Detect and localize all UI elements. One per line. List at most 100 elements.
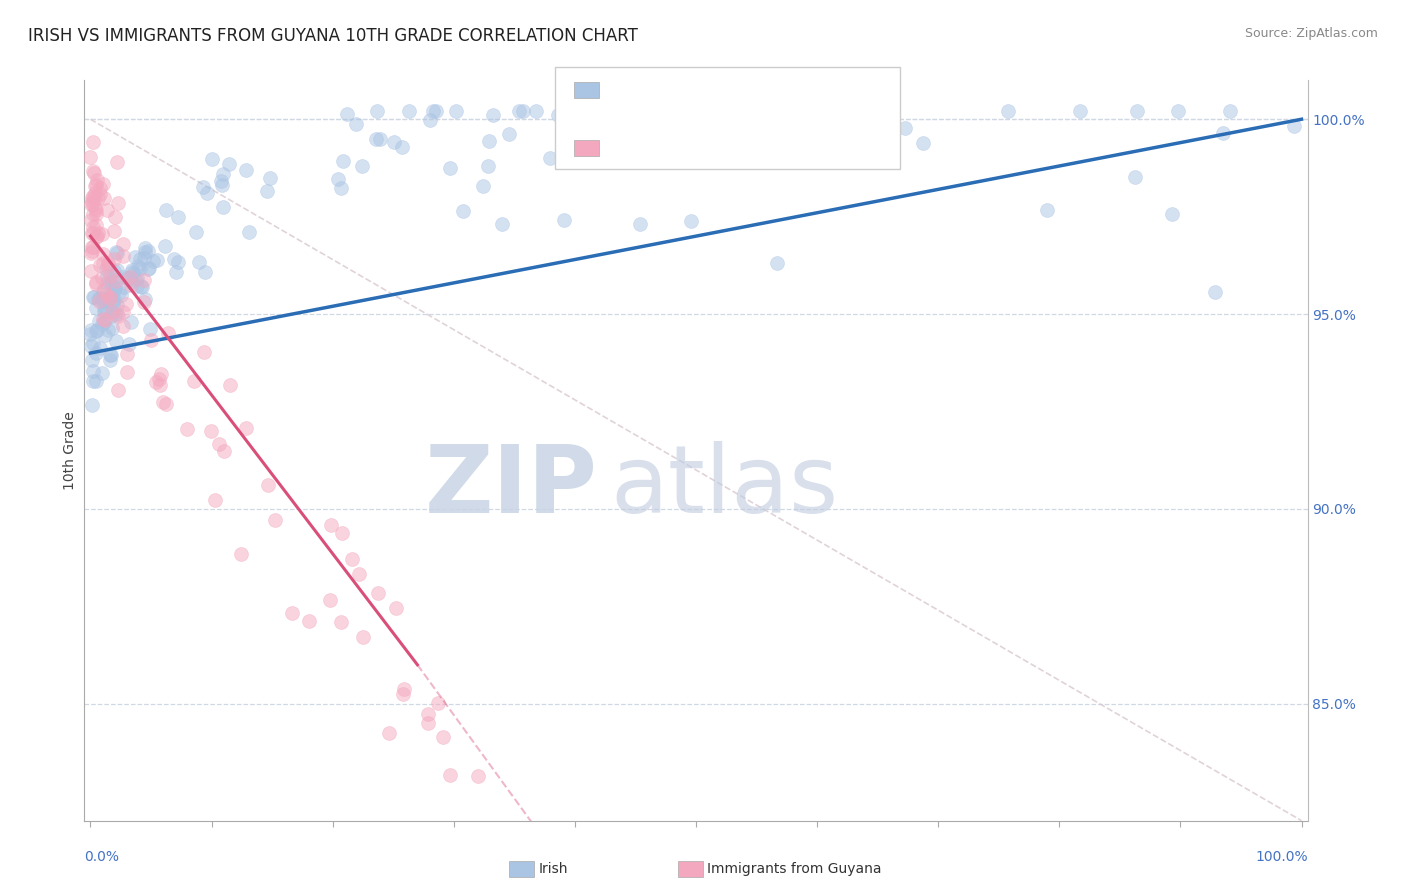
Point [352, 159, 374, 173]
Point [93, 305, 115, 319]
Point [93, 246, 115, 260]
Point [141, 333, 163, 347]
Point [118, 337, 141, 351]
Text: R =: R = [612, 78, 648, 94]
Point [107, 195, 129, 210]
Point [193, 344, 215, 359]
Point [132, 294, 155, 309]
Point [79, 150, 101, 164]
Point [418, 706, 440, 721]
Point [127, 271, 149, 285]
Point [121, 265, 143, 279]
Point [80, 338, 103, 352]
Point [347, 567, 370, 582]
Point [157, 326, 180, 340]
Point [87, 226, 110, 240]
Point [142, 254, 165, 268]
Point [96, 203, 118, 218]
Point [90, 317, 112, 331]
Point [82, 226, 104, 240]
Point [370, 132, 392, 146]
Point [82, 189, 104, 203]
Point [112, 270, 135, 285]
Point [100, 348, 122, 362]
Point [830, 104, 852, 119]
Point [112, 280, 135, 294]
Point [86, 292, 108, 306]
Point [80, 398, 103, 412]
Point [104, 274, 127, 288]
Point [82, 240, 104, 254]
Point [391, 139, 413, 153]
Point [93, 191, 115, 205]
Point [125, 279, 148, 293]
Point [482, 108, 505, 122]
Point [1212, 127, 1234, 141]
Point [281, 606, 304, 620]
Point [827, 121, 849, 136]
Point [194, 265, 217, 279]
Point [86, 173, 108, 187]
Point [183, 374, 205, 388]
Point [204, 492, 226, 507]
Point [79, 326, 101, 341]
Point [98, 290, 121, 304]
Point [120, 278, 142, 293]
Point [103, 285, 125, 300]
Point [103, 282, 125, 296]
Point [336, 107, 359, 121]
Point [364, 131, 387, 145]
Point [665, 104, 688, 119]
Point [1036, 202, 1059, 217]
Point [1069, 104, 1091, 119]
Point [184, 226, 207, 240]
Point [82, 198, 104, 212]
Point [893, 120, 915, 135]
Point [766, 256, 789, 270]
Point [86, 218, 108, 232]
Point [82, 335, 104, 350]
Point [321, 518, 343, 533]
Point [129, 278, 152, 293]
Point [103, 225, 125, 239]
Text: N =: N = [717, 136, 762, 152]
Text: Source: ZipAtlas.com: Source: ZipAtlas.com [1244, 27, 1378, 40]
Point [82, 352, 104, 367]
Point [585, 104, 607, 119]
Point [82, 191, 104, 205]
Point [163, 252, 186, 266]
Point [84, 201, 107, 215]
Point [1284, 119, 1306, 133]
Point [332, 154, 354, 169]
Point [82, 290, 104, 304]
Point [553, 213, 575, 227]
Point [148, 371, 170, 385]
Point [330, 615, 353, 629]
Point [471, 179, 494, 194]
Point [87, 191, 110, 205]
Point [152, 395, 174, 409]
Point [1160, 207, 1182, 221]
Point [103, 264, 125, 278]
Point [100, 309, 122, 323]
Point [131, 280, 153, 294]
Point [80, 197, 103, 211]
Text: 100.0%: 100.0% [1256, 850, 1308, 864]
Point [136, 261, 159, 276]
Point [82, 364, 104, 378]
Point [149, 368, 172, 382]
Point [97, 323, 120, 337]
Point [84, 374, 107, 388]
Point [96, 261, 118, 276]
Point [84, 230, 107, 244]
Point [589, 104, 612, 119]
Point [103, 280, 125, 294]
Point [84, 207, 107, 221]
Point [84, 324, 107, 338]
Point [839, 104, 862, 119]
Point [94, 295, 117, 310]
Point [80, 245, 103, 260]
Point [110, 288, 132, 302]
Point [238, 225, 260, 239]
Point [86, 228, 108, 243]
